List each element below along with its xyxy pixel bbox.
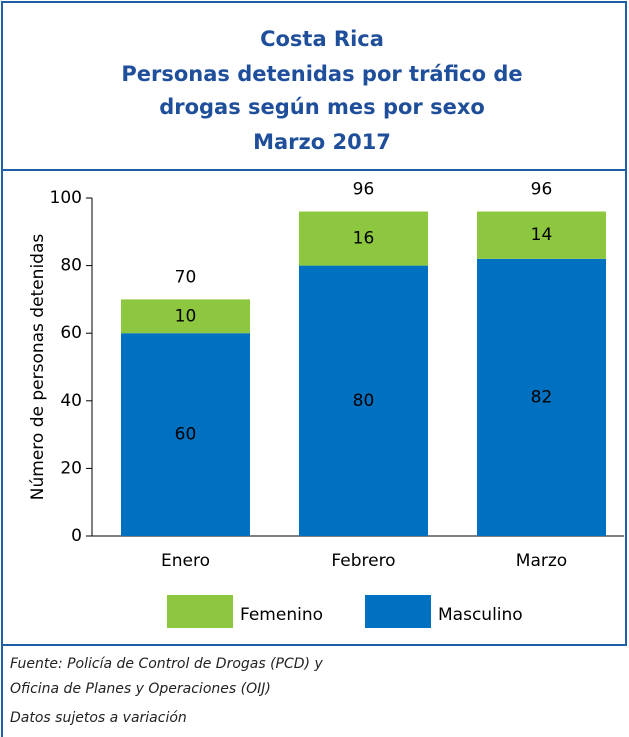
data-label: 16 bbox=[353, 229, 375, 249]
x-tick-label: Enero bbox=[161, 551, 210, 571]
bar-segment bbox=[299, 211, 428, 266]
bar-segment bbox=[299, 265, 428, 536]
x-tick-label: Marzo bbox=[516, 551, 567, 571]
legend-swatch bbox=[167, 595, 233, 628]
source-note: Fuente: Policía de Control de Drogas (PC… bbox=[10, 656, 323, 672]
data-label: 60 bbox=[175, 425, 197, 445]
chart-title: drogas según mes por sexo bbox=[159, 95, 485, 119]
bar-segment bbox=[121, 299, 250, 334]
x-tick-label: Febrero bbox=[331, 551, 395, 571]
data-label: 10 bbox=[175, 306, 197, 326]
total-label: 70 bbox=[175, 267, 197, 287]
data-label: 14 bbox=[531, 225, 553, 245]
bar-segment bbox=[477, 258, 606, 536]
data-label: 80 bbox=[353, 391, 375, 411]
data-label: 82 bbox=[531, 387, 553, 407]
y-axis-label: Número de personas detenidas bbox=[28, 234, 48, 501]
y-tick-label: 40 bbox=[60, 391, 82, 411]
y-tick-label: 20 bbox=[60, 458, 82, 478]
y-tick-label: 80 bbox=[60, 256, 82, 276]
bar-segment bbox=[121, 333, 250, 536]
chart-title: Costa Rica bbox=[260, 27, 384, 51]
legend-label: Femenino bbox=[240, 605, 323, 625]
source-note: Datos sujetos a variación bbox=[10, 710, 187, 726]
total-label: 96 bbox=[353, 180, 375, 200]
y-tick-label: 100 bbox=[50, 188, 82, 208]
chart-title: Marzo 2017 bbox=[253, 130, 391, 154]
total-label: 96 bbox=[531, 180, 553, 200]
y-tick-label: 60 bbox=[60, 323, 82, 343]
y-tick-label: 0 bbox=[71, 526, 82, 546]
legend-swatch bbox=[365, 595, 431, 628]
source-note: Oficina de Planes y Operaciones (OIJ) bbox=[10, 681, 271, 697]
legend-label: Masculino bbox=[438, 605, 523, 625]
bar-segment bbox=[477, 211, 606, 259]
frame bbox=[1, 1, 627, 646]
chart-title: Personas detenidas por tráfico de bbox=[121, 62, 522, 86]
